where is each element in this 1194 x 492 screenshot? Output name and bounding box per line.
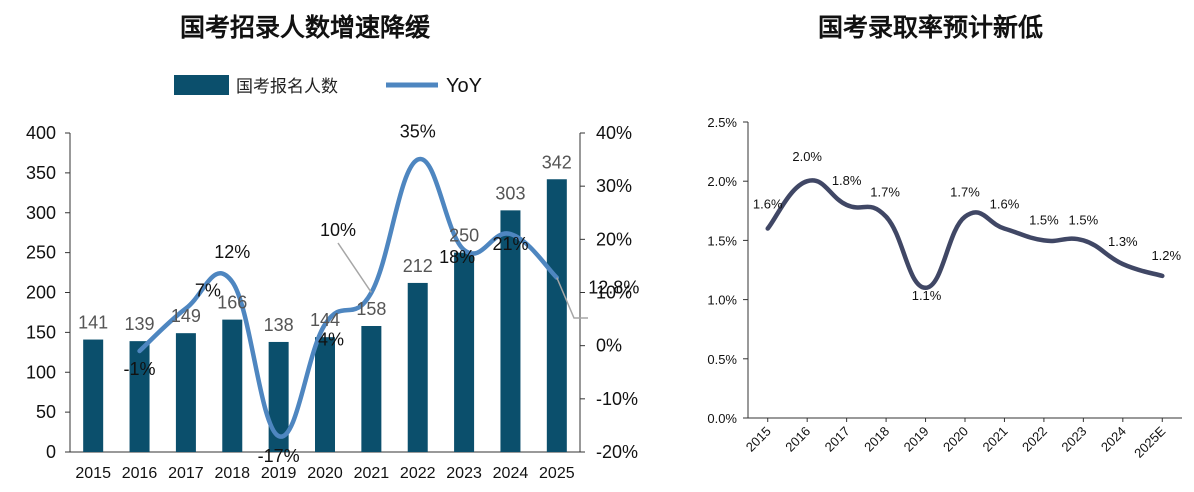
rate-value-label: 1.6% (753, 197, 783, 212)
bar-2023 (454, 252, 475, 452)
bar-value-label: 149 (171, 306, 201, 326)
yoy-value-label: 10% (320, 220, 356, 240)
rate-x-tick-label: 2023 (1058, 424, 1089, 455)
rate-value-label: 1.5% (1069, 212, 1099, 227)
rate-y-tick-label: 0.5% (707, 352, 737, 367)
left-y-tick-label: 400 (26, 123, 56, 143)
yoy-value-label: 35% (400, 122, 436, 142)
rate-x-tick-label: 2020 (940, 424, 971, 455)
rate-value-label: 1.5% (1029, 212, 1059, 227)
rate-value-label: 1.3% (1108, 234, 1138, 249)
right-chart-title: 国考录取率预计新低 (818, 13, 1044, 42)
rate-x-tick-label: 2022 (1019, 424, 1050, 455)
rate-x-tick-label: 2018 (861, 424, 892, 455)
bar-2025 (546, 179, 567, 452)
x-tick-label: 2023 (446, 465, 482, 482)
bar-2016 (129, 341, 150, 452)
rate-value-label: 1.7% (950, 185, 980, 200)
rate-x-tick-label: 2016 (782, 424, 813, 455)
bar-value-label: 250 (449, 226, 479, 246)
yoy-value-label: 12.8% (588, 278, 639, 298)
rate-x-tick-label: 2015 (743, 424, 774, 455)
bar-2018 (222, 319, 243, 452)
rate-value-label: 1.8% (832, 173, 862, 188)
x-tick-label: 2020 (307, 465, 343, 482)
rate-x-tick-label: 2024 (1098, 424, 1129, 455)
yoy-value-label: 7% (195, 280, 221, 300)
rate-x-tick-label: 2021 (980, 424, 1011, 455)
left-y-tick-label: 350 (26, 163, 56, 183)
rate-value-label: 1.6% (990, 197, 1020, 212)
rate-value-label: 1.7% (870, 185, 900, 200)
bar-value-label: 138 (264, 315, 294, 335)
x-tick-label: 2019 (261, 465, 297, 482)
rate-y-tick-label: 1.0% (707, 293, 737, 308)
right-y-tick-label: -10% (596, 389, 638, 409)
bar-2019 (268, 341, 289, 452)
x-tick-label: 2022 (400, 465, 436, 482)
left-y-tick-label: 300 (26, 203, 56, 223)
yoy-line (137, 157, 560, 439)
left-y-tick-label: 150 (26, 322, 56, 342)
rate-y-tick-label: 2.5% (707, 115, 737, 130)
x-tick-label: 2016 (122, 465, 158, 482)
rate-x-tick-label: 2025E (1131, 423, 1168, 460)
rate-y-tick-label: 0.0% (707, 411, 737, 426)
x-tick-label: 2021 (354, 465, 390, 482)
yoy-value-label: -17% (258, 446, 300, 466)
bar-2020 (315, 337, 335, 452)
right-y-tick-label: -20% (596, 442, 638, 462)
bar-value-label: 139 (125, 314, 155, 334)
bar-2015 (83, 339, 104, 452)
bar-value-label: 141 (78, 313, 108, 333)
rate-x-tick-label: 2017 (822, 424, 853, 455)
x-tick-label: 2024 (493, 465, 529, 482)
left-y-tick-label: 50 (36, 402, 56, 422)
left-chart-title: 国考招录人数增速降缓 (180, 13, 431, 42)
rate-value-label: 2.0% (792, 149, 822, 164)
rate-value-label: 1.1% (912, 288, 942, 303)
right-y-tick-label: 0% (596, 336, 622, 356)
bar-value-label: 303 (495, 183, 525, 203)
legend-bar-label: 国考报名人数 (236, 77, 338, 97)
rate-y-tick-label: 2.0% (707, 174, 737, 189)
yoy-value-label: 4% (318, 329, 344, 349)
bar-2022 (407, 282, 428, 452)
yoy-value-label: 18% (439, 247, 475, 267)
x-tick-label: 2017 (168, 465, 204, 482)
yoy-value-label: 21% (492, 234, 528, 254)
rate-x-tick-label: 2019 (901, 424, 932, 455)
bar-value-label: 158 (356, 299, 386, 319)
right-y-tick-label: 30% (596, 176, 632, 196)
label-leader-line-2025 (556, 277, 588, 319)
bar-2017 (175, 333, 196, 452)
rate-line (765, 178, 1165, 291)
right-y-tick-label: 10% (596, 283, 632, 303)
right-y-tick-label: 40% (596, 123, 632, 143)
rate-y-tick-label: 1.5% (707, 233, 737, 248)
left-y-tick-label: 200 (26, 283, 56, 303)
legend-line-label: YoY (446, 75, 482, 97)
bar-value-label: 166 (217, 293, 247, 313)
bar-value-label: 212 (403, 256, 433, 276)
bar-value-label: 144 (310, 310, 340, 330)
x-tick-label: 2025 (539, 465, 575, 482)
x-tick-label: 2018 (214, 465, 250, 482)
left-y-tick-label: 0 (46, 442, 56, 462)
bar-2021 (361, 325, 382, 452)
left-y-tick-label: 100 (26, 362, 56, 382)
yoy-value-label: -1% (124, 359, 156, 379)
bar-value-label: 342 (542, 152, 572, 172)
right-y-tick-label: 20% (596, 229, 632, 249)
left-y-tick-label: 250 (26, 243, 56, 263)
rate-value-label: 1.2% (1151, 248, 1181, 263)
yoy-value-label: 12% (214, 242, 250, 262)
label-leader-line-2021 (337, 242, 372, 293)
x-tick-label: 2015 (75, 465, 111, 482)
bar-2024 (500, 210, 521, 452)
legend-bar-swatch (174, 75, 229, 95)
